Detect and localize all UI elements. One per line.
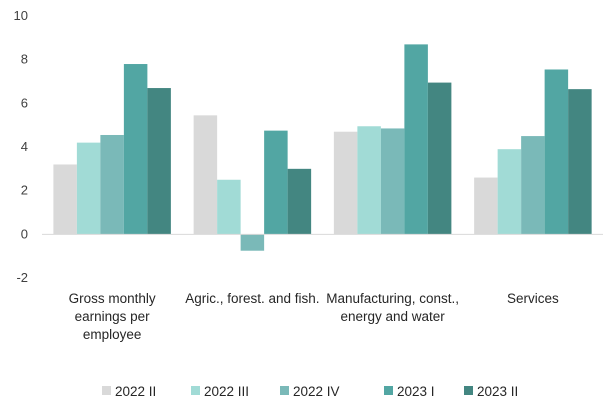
bar (123, 64, 148, 235)
category-label-line: energy and water (340, 309, 445, 324)
bar (287, 168, 312, 235)
y-tick-label: 4 (21, 139, 28, 154)
bar (521, 136, 545, 235)
bars (53, 44, 592, 251)
bar (147, 88, 171, 235)
y-tick-label: 0 (21, 226, 28, 241)
legend-label: 2022 IV (293, 384, 340, 399)
bar (53, 164, 77, 235)
legend-label: 2022 II (115, 384, 156, 399)
legend: 2022 II 2022 III 2022 IV 2023 I 2023 II (102, 384, 518, 399)
bar (474, 177, 498, 235)
category-labels: Gross monthly earnings per employee Agric.,… (69, 291, 559, 342)
legend-label: 2023 II (477, 384, 518, 399)
bar (333, 131, 358, 235)
legend-swatch (102, 386, 111, 395)
legend-swatch (280, 386, 289, 395)
category-label-line: Agric., forest. and fish. (185, 291, 319, 306)
category-label-line: Services (507, 291, 559, 306)
bar (76, 142, 101, 235)
bar (427, 82, 452, 235)
bar (240, 234, 265, 251)
category-label: Manufacturing, const., energy and water (326, 291, 459, 324)
legend-swatch (384, 386, 393, 395)
bar (404, 44, 428, 235)
category-label-line: earnings per (75, 309, 151, 324)
y-axis-ticks: -2 0 2 4 6 8 10 (14, 8, 28, 285)
legend-swatch (191, 386, 200, 395)
legend-label: 2023 I (397, 384, 435, 399)
bar (100, 134, 124, 235)
y-tick-label: 10 (14, 8, 28, 23)
bar (357, 126, 381, 235)
bar (380, 128, 405, 235)
bar (193, 115, 218, 235)
y-tick-label: 8 (21, 52, 28, 67)
bar (497, 149, 522, 235)
legend-swatch (464, 386, 473, 395)
category-label: Services (507, 291, 559, 306)
category-label: Gross monthly earnings per employee (69, 291, 156, 342)
y-tick-label: 6 (21, 95, 28, 110)
bar (568, 89, 592, 235)
y-tick-label: 2 (21, 183, 28, 198)
y-tick-label: -2 (16, 270, 28, 285)
category-label-line: employee (83, 327, 142, 342)
legend-label: 2022 III (204, 384, 249, 399)
bar (264, 130, 288, 235)
category-label: Agric., forest. and fish. (185, 291, 319, 306)
category-label-line: Gross monthly (69, 291, 156, 306)
category-label-line: Manufacturing, const., (326, 291, 459, 306)
bar (544, 69, 569, 235)
bar (217, 179, 241, 235)
